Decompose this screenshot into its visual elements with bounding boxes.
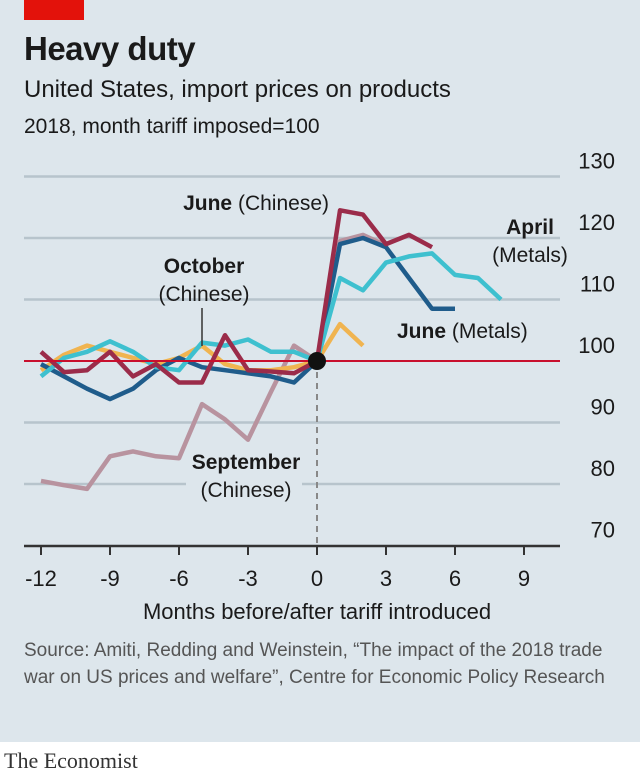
x-axis-tick-labels: -12 -9 -6 -3 0 3 6 9 xyxy=(25,566,530,591)
label-october-chinese-sub: (Chinese) xyxy=(158,283,249,306)
label-june-metals: June (Metals) xyxy=(397,320,528,343)
x-tick-label: -12 xyxy=(25,566,57,591)
x-axis-label: Months before/after tariff introduced xyxy=(143,599,491,624)
label-april-metals-sub: (Metals) xyxy=(492,244,568,267)
label-september-chinese-main: September xyxy=(192,451,301,474)
brand-red-tag xyxy=(24,0,84,20)
y-tick-label: 120 xyxy=(578,210,615,235)
chart-panel xyxy=(0,0,640,742)
x-tick-label: 9 xyxy=(518,566,530,591)
x-tick-label: -6 xyxy=(169,566,189,591)
x-tick-label: 3 xyxy=(380,566,392,591)
label-october-chinese-main: October xyxy=(164,255,245,278)
source-note: Source: Amiti, Redding and Weinstein, “T… xyxy=(24,640,605,688)
y-tick-label: 130 xyxy=(578,149,615,174)
tariff-point-marker xyxy=(308,352,326,370)
series-line-june-chinese xyxy=(39,208,434,385)
y-tick-label: 80 xyxy=(591,456,615,481)
label-june-chinese: June (Chinese) xyxy=(183,192,329,215)
chart-subtitle: United States, import prices on products xyxy=(24,76,451,103)
x-tick-label: -9 xyxy=(100,566,120,591)
series-line-june-metals xyxy=(39,235,455,402)
series-line-april-metals xyxy=(39,251,503,379)
y-tick-label: 110 xyxy=(580,272,615,297)
series-labels: June (Chinese) April (Metals) June (Metals)… xyxy=(158,192,568,506)
label-september-chinese-sub: (Chinese) xyxy=(200,479,291,502)
brand-name: The Economist xyxy=(4,748,138,773)
label-april-metals-main: April xyxy=(506,216,554,239)
september-label-bg xyxy=(186,450,302,506)
x-tick-label: 0 xyxy=(311,566,323,591)
gridlines xyxy=(24,175,560,546)
chart-unit-note: 2018, month tariff imposed=100 xyxy=(24,115,320,138)
x-tick-label: 6 xyxy=(449,566,461,591)
y-tick-label: 100 xyxy=(578,333,615,358)
x-axis xyxy=(24,544,560,555)
chart-title: Heavy duty xyxy=(24,30,196,67)
series-lines xyxy=(24,208,560,492)
x-tick-label: -3 xyxy=(238,566,258,591)
y-tick-label: 90 xyxy=(591,395,615,420)
y-axis-tick-labels: 70 80 90 100 110 120 130 xyxy=(578,149,615,543)
line-chart: 70 80 90 100 110 120 130 -12 -9 -6 -3 0 3 6 9 June (C… xyxy=(24,149,615,624)
y-tick-label: 70 xyxy=(591,518,615,543)
